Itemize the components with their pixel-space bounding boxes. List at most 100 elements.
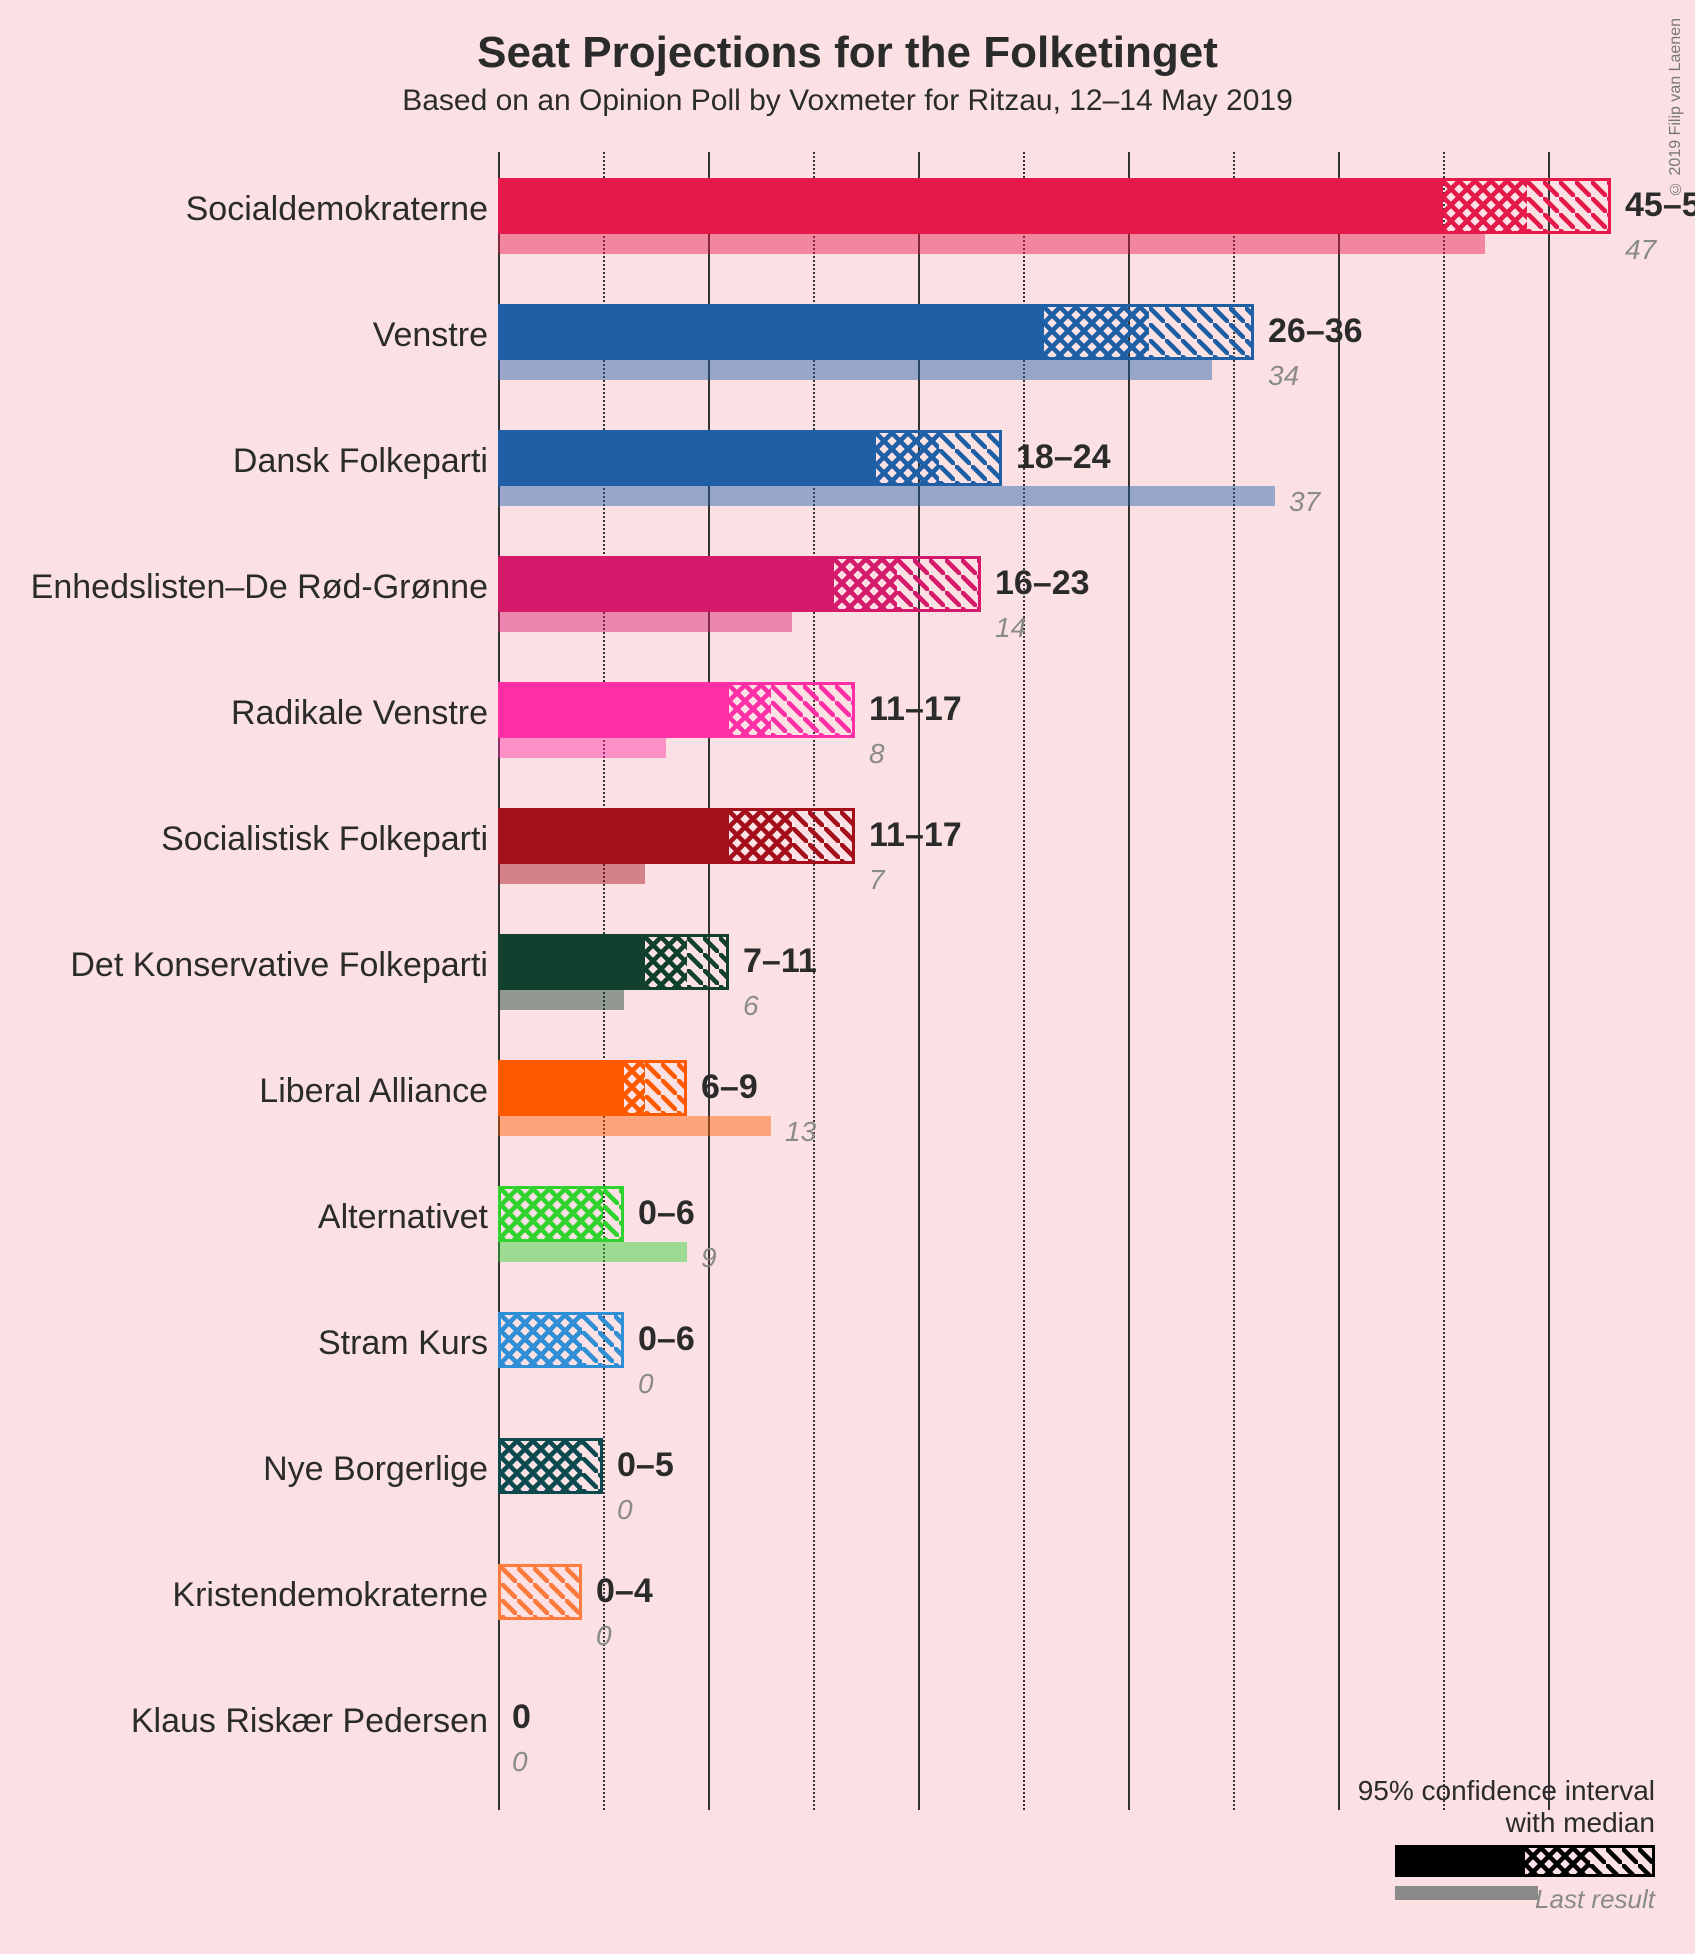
bar-crosshatch-segment <box>729 808 792 864</box>
last-result-value: 0 <box>638 1368 654 1400</box>
legend-last-label: Last result <box>1535 1884 1655 1915</box>
party-label: Liberal Alliance <box>259 1072 488 1111</box>
last-result-value: 47 <box>1625 234 1656 266</box>
bar-diagonal-segment <box>1527 178 1611 234</box>
last-result-bar <box>498 738 666 758</box>
gridline-major <box>1338 152 1340 1810</box>
last-result-bar <box>498 360 1212 380</box>
bar-diagonal-segment <box>498 1564 582 1620</box>
projection-range-value: 0–5 <box>617 1446 674 1485</box>
party-label: Klaus Riskær Pedersen <box>131 1702 488 1741</box>
legend-swatch <box>1395 1845 1655 1877</box>
last-result-value: 8 <box>869 738 885 770</box>
last-result-bar <box>498 1116 771 1136</box>
party-label: Socialdemokraterne <box>186 190 488 229</box>
party-label: Socialistisk Folkeparti <box>161 820 488 859</box>
legend-solid-segment <box>1395 1845 1525 1877</box>
bar-diagonal-segment <box>771 682 855 738</box>
bar-crosshatch-segment <box>645 934 687 990</box>
gridline-minor <box>1023 152 1025 1810</box>
bar-diagonal-segment <box>939 430 1002 486</box>
gridline-minor <box>1233 152 1235 1810</box>
projection-range-value: 11–17 <box>869 690 962 729</box>
bar-solid-segment <box>498 430 876 486</box>
chart-title: Seat Projections for the Folketinget <box>0 0 1695 78</box>
last-result-value: 14 <box>995 612 1026 644</box>
projection-range-value: 0–6 <box>638 1320 695 1359</box>
party-label: Det Konservative Folkeparti <box>70 946 488 985</box>
party-label: Radikale Venstre <box>231 694 488 733</box>
bar-solid-segment <box>498 304 1044 360</box>
party-label: Stram Kurs <box>318 1324 488 1363</box>
legend-last-result: Last result <box>1395 1886 1655 1914</box>
last-result-value: 0 <box>512 1746 528 1778</box>
bar-diagonal-segment <box>603 1186 624 1242</box>
gridline-major <box>1128 152 1130 1810</box>
last-result-bar <box>498 486 1275 506</box>
last-result-value: 6 <box>743 990 759 1022</box>
bar-crosshatch-segment <box>498 1186 603 1242</box>
last-result-value: 9 <box>701 1242 717 1274</box>
last-result-value: 37 <box>1289 486 1320 518</box>
party-label: Venstre <box>373 316 488 355</box>
party-label: Enhedslisten–De Rød-Grønne <box>31 568 488 607</box>
projection-range-value: 0–6 <box>638 1194 695 1233</box>
projection-range-value: 0–4 <box>596 1572 653 1611</box>
party-label: Alternativet <box>318 1198 488 1237</box>
bar-diagonal-segment <box>687 934 729 990</box>
last-result-value: 0 <box>596 1620 612 1652</box>
last-result-value: 34 <box>1268 360 1299 392</box>
projection-range-value: 11–17 <box>869 816 962 855</box>
bar-solid-segment <box>498 682 729 738</box>
bar-crosshatch-segment <box>498 1312 582 1368</box>
bar-crosshatch-segment <box>729 682 771 738</box>
party-label: Nye Borgerlige <box>263 1450 488 1489</box>
bar-solid-segment <box>498 556 834 612</box>
bar-solid-segment <box>498 178 1443 234</box>
last-result-bar <box>498 234 1485 254</box>
party-label: Kristendemokraterne <box>172 1576 488 1615</box>
last-result-value: 7 <box>869 864 885 896</box>
legend-ci-label-2: with median <box>1358 1807 1655 1839</box>
gridline-minor <box>813 152 815 1810</box>
bar-diagonal-segment <box>582 1312 624 1368</box>
bar-crosshatch-segment <box>498 1438 582 1494</box>
party-label: Dansk Folkeparti <box>233 442 488 481</box>
bar-crosshatch-segment <box>1443 178 1527 234</box>
chart-subtitle: Based on an Opinion Poll by Voxmeter for… <box>0 84 1695 118</box>
projection-range-value: 45–53 <box>1625 186 1695 225</box>
legend: 95% confidence interval with median Last… <box>1358 1775 1655 1914</box>
projection-range-value: 6–9 <box>701 1068 758 1107</box>
last-result-bar <box>498 1242 687 1262</box>
bar-crosshatch-segment <box>624 1060 645 1116</box>
last-result-value: 13 <box>785 1116 816 1148</box>
bar-crosshatch-segment <box>876 430 939 486</box>
projection-range-value: 7–11 <box>743 942 817 981</box>
projection-range-value: 18–24 <box>1016 438 1111 477</box>
projection-range-value: 16–23 <box>995 564 1090 603</box>
legend-ci-label-1: 95% confidence interval <box>1358 1775 1655 1807</box>
bar-diagonal-segment <box>897 556 981 612</box>
bar-crosshatch-segment <box>834 556 897 612</box>
last-result-bar <box>498 864 645 884</box>
gridline-minor <box>1443 152 1445 1810</box>
last-result-bar <box>498 612 792 632</box>
bar-solid-segment <box>498 934 645 990</box>
bar-solid-segment <box>498 808 729 864</box>
copyright-notice: © 2019 Filip van Laenen <box>1667 18 1685 197</box>
legend-diagonal-segment <box>1590 1845 1655 1877</box>
projection-range-value: 26–36 <box>1268 312 1363 351</box>
legend-last-bar <box>1395 1886 1538 1900</box>
gridline-major <box>1548 152 1550 1810</box>
bar-diagonal-segment <box>792 808 855 864</box>
bar-diagonal-segment <box>582 1438 603 1494</box>
bar-diagonal-segment <box>645 1060 687 1116</box>
gridline-major <box>918 152 920 1810</box>
bar-crosshatch-segment <box>1044 304 1149 360</box>
projection-range-value: 0 <box>512 1698 531 1737</box>
last-result-bar <box>498 990 624 1010</box>
bar-diagonal-segment <box>1149 304 1254 360</box>
bar-solid-segment <box>498 1060 624 1116</box>
legend-crosshatch-segment <box>1525 1845 1590 1877</box>
last-result-value: 0 <box>617 1494 633 1526</box>
